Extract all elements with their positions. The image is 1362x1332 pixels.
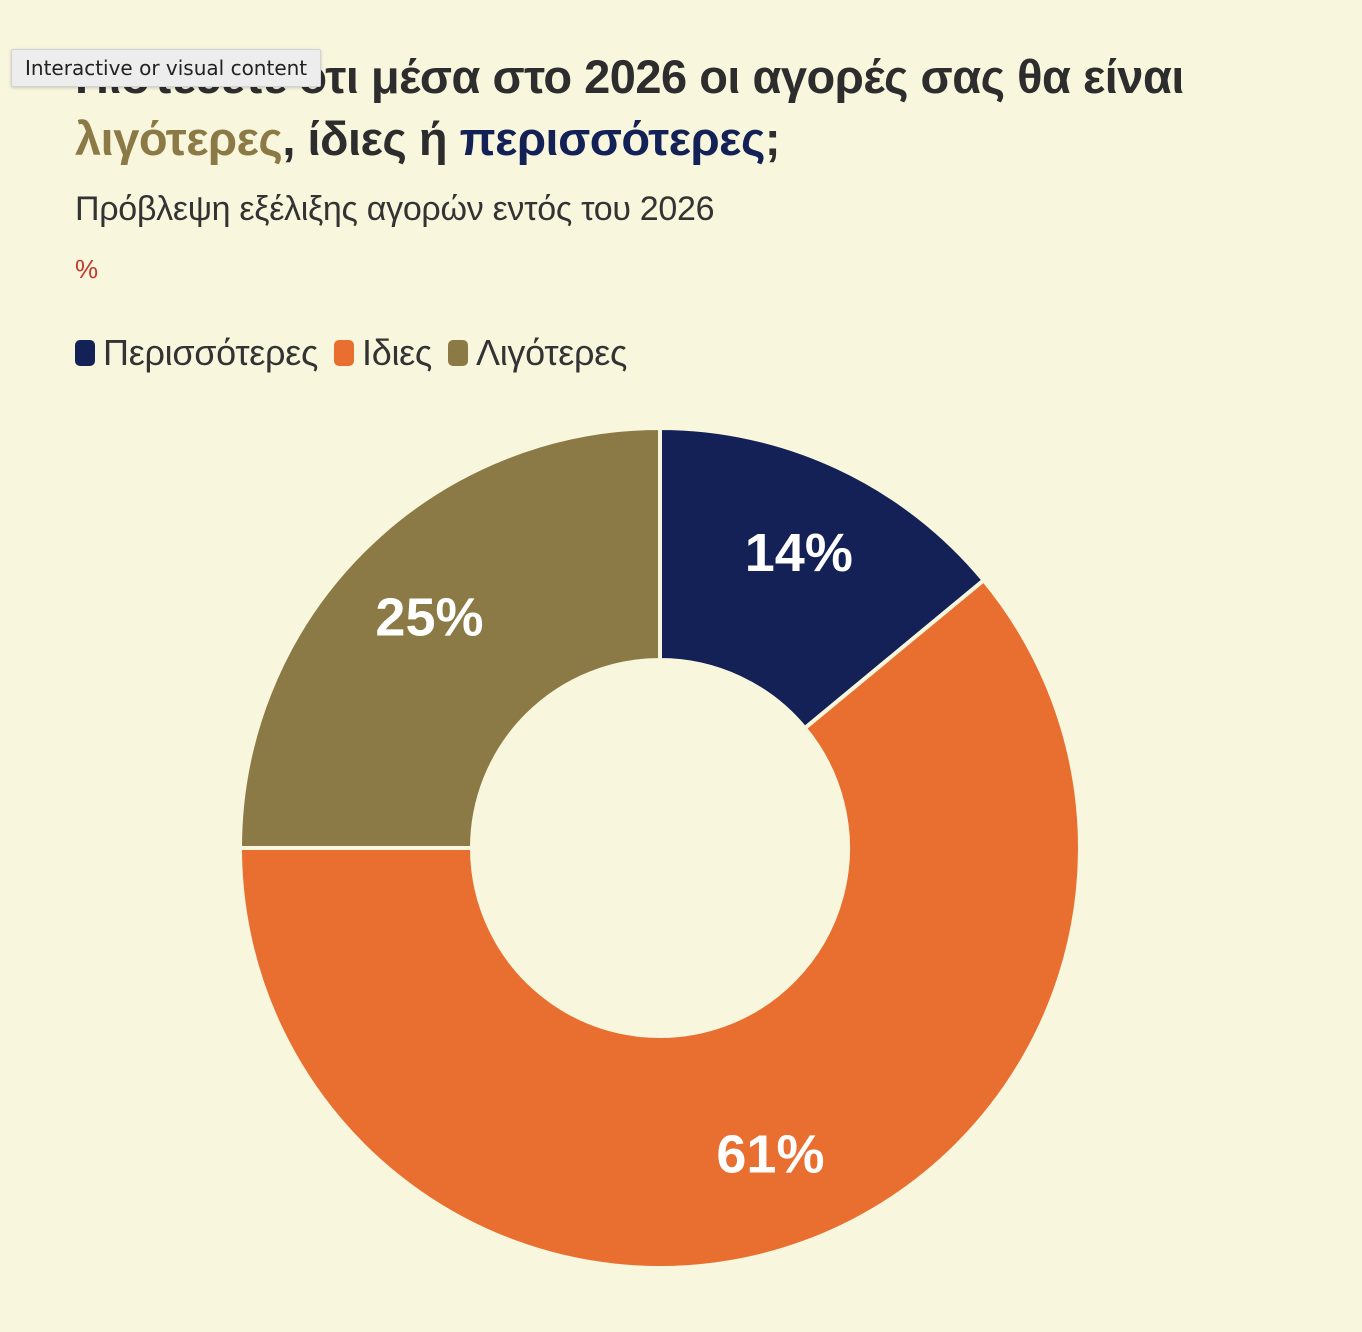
chart-subtitle: Πρόβλεψη εξέλιξης αγορών εντός του 2026 xyxy=(75,190,715,228)
title-part-2: , ίδιες ή xyxy=(282,112,460,165)
chart-title: Πιστεύετε ότι μέσα στο 2026 οι αγορές σα… xyxy=(75,46,1255,170)
donut-slice-less[interactable] xyxy=(238,426,662,850)
legend-swatch-less xyxy=(447,340,468,366)
donut-labels: 14% 61% 25% xyxy=(375,523,852,1185)
legend-swatch-more xyxy=(75,340,95,366)
legend-swatch-same xyxy=(334,340,355,366)
title-highlight-more: περισσότερες xyxy=(459,112,766,165)
data-label-less: 25% xyxy=(375,587,483,647)
legend-label-more: Περισσότερες xyxy=(103,332,319,373)
donut-slice-same[interactable] xyxy=(238,578,1082,1270)
donut-slice-more[interactable] xyxy=(658,426,986,731)
legend-item-same[interactable]: Ιδιες xyxy=(334,332,432,374)
legend-label-same: Ιδιες xyxy=(362,332,432,373)
legend-item-more[interactable]: Περισσότερες xyxy=(75,332,318,374)
unit-label: % xyxy=(75,254,99,284)
data-label-same: 61% xyxy=(716,1125,824,1185)
chart-legend: Περισσότερες Ιδιες Λιγότερες xyxy=(75,332,627,374)
data-label-more: 14% xyxy=(745,523,853,583)
legend-item-less[interactable]: Λιγότερες xyxy=(447,332,627,374)
title-part-3: ; xyxy=(764,112,781,165)
donut-slices xyxy=(238,426,1082,1270)
content-tooltip: Interactive or visual content xyxy=(11,49,322,87)
legend-label-less: Λιγότερες xyxy=(475,332,627,373)
title-highlight-less: λιγότερες xyxy=(75,112,283,165)
